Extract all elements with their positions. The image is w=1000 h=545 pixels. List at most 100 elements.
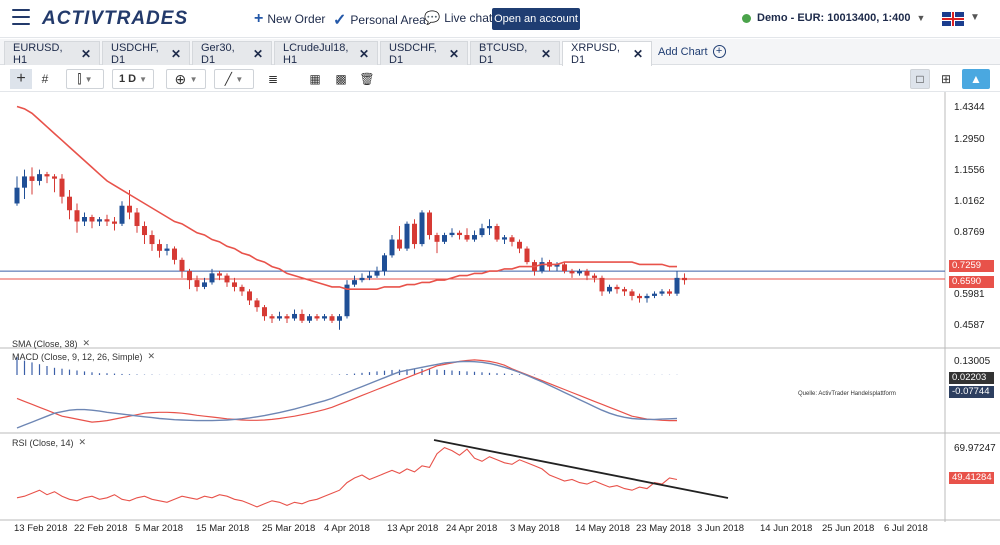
open-account-button[interactable]: Open an account [492, 8, 580, 30]
new-order-button[interactable]: + New Order [254, 10, 325, 28]
timeframe-label: 1 D [118, 73, 137, 85]
chart-area[interactable]: SMA (Close, 38) ✕ MACD (Close, 9, 12, 26,… [0, 92, 1000, 545]
live-chat-button[interactable]: 💬 Live chat [424, 10, 492, 26]
candle-body [89, 217, 95, 222]
tab-usdchf-d1-2[interactable]: USDCHF, D1 ✕ [380, 41, 468, 66]
close-icon[interactable]: ✕ [80, 46, 91, 61]
fibonacci-icon[interactable]: ≣ [267, 72, 279, 86]
candle-body [494, 226, 500, 240]
tab-ger30-d1[interactable]: Ger30, D1 ✕ [192, 41, 272, 66]
candle-body [277, 316, 282, 319]
tab-eurusd-h1[interactable]: EURUSD, H1 ✕ [4, 41, 100, 66]
candle-body [299, 313, 305, 321]
uk-flag-icon[interactable] [942, 12, 964, 26]
candle-body [479, 228, 485, 236]
candle-body [352, 280, 357, 285]
candle-body [82, 217, 87, 222]
candle-body [359, 277, 365, 281]
add-chart-button[interactable]: Add Chart + [658, 45, 726, 58]
macd-line [16, 359, 677, 423]
add-chart-label: Add Chart [658, 45, 708, 58]
candle-body [569, 271, 575, 274]
candle-body [149, 235, 155, 245]
chart-tabs: EURUSD, H1 ✕ USDCHF, D1 ✕ Ger30, D1 ✕ LCrud… [0, 39, 1000, 66]
grid-layout-icon[interactable]: ⊞ [940, 72, 952, 86]
candle-body [592, 275, 597, 278]
image-export-icon[interactable]: ▩ [335, 72, 347, 86]
x-tick-label: 14 May 2018 [575, 523, 630, 534]
indicators-dropdown[interactable]: ⊕ ▼ [166, 69, 206, 89]
x-tick-label: 13 Apr 2018 [387, 523, 439, 534]
sma-price-tag: 0.7259 [949, 260, 994, 272]
close-icon[interactable]: ✕ [632, 47, 643, 61]
last-price-tag: 0.6590 [949, 276, 994, 288]
candle-body [427, 212, 432, 236]
checkmark-icon: ✓ [333, 12, 347, 29]
personal-area-button[interactable]: ✓ Personal Area [333, 10, 426, 30]
candle-body [202, 282, 207, 287]
tab-usdchf-d1[interactable]: USDCHF, D1 ✕ [102, 41, 190, 66]
candle-body [142, 226, 147, 236]
single-layout-icon[interactable]: □ [910, 69, 930, 89]
candle-body [577, 271, 582, 274]
candle-body [337, 316, 342, 321]
chevron-down-icon: ▼ [189, 74, 198, 84]
close-icon[interactable]: ✕ [147, 351, 156, 361]
candle-body [344, 284, 350, 317]
rsi-trendline [433, 439, 729, 499]
candle-body [412, 223, 417, 245]
chevron-down-icon: ▼ [235, 74, 244, 84]
top-bar: ACTIVTRADES + New Order ✓ Personal Area … [0, 0, 1000, 38]
close-icon[interactable]: ✕ [170, 46, 181, 61]
close-icon[interactable]: ✕ [78, 437, 87, 447]
language-chevron-down-icon[interactable]: ▼ [970, 12, 980, 23]
chart-canvas[interactable] [0, 92, 1000, 545]
candle-body [614, 286, 620, 290]
price-tick: 1.0162 [954, 196, 985, 207]
candle-body [397, 239, 402, 249]
candle-body [292, 313, 297, 319]
candle-body [554, 264, 560, 267]
chart-type-dropdown[interactable]: ⫿ ▼ [66, 69, 104, 89]
candle-body [584, 271, 590, 276]
trash-icon[interactable]: 🗑 [359, 72, 375, 86]
candle-body [382, 255, 387, 272]
candle-body [442, 235, 447, 242]
candle-body [637, 295, 642, 299]
close-icon[interactable]: ✕ [448, 46, 459, 61]
compare-icon[interactable]: ▦ [309, 72, 321, 86]
tab-label: Ger30, D1 [201, 41, 235, 66]
source-note: Quelle: ActivTrader Handelsplattform [798, 391, 896, 397]
grid-icon[interactable]: # [41, 72, 49, 86]
candlestick-icon: ⫿ [77, 71, 82, 86]
candle-body [487, 226, 492, 229]
rsi-label-text: RSI (Close, 14) [12, 437, 74, 448]
candle-body [284, 316, 290, 319]
rsi-label: RSI (Close, 14) ✕ [12, 437, 86, 448]
close-icon[interactable]: ✕ [540, 46, 551, 61]
close-icon[interactable]: ✕ [358, 46, 369, 61]
tab-btcusd-d1[interactable]: BTCUSD, D1 ✕ [470, 41, 560, 66]
candle-body [622, 289, 627, 292]
candle-body [472, 235, 477, 240]
candle-body [44, 174, 50, 177]
crosshair-icon[interactable]: + [10, 69, 32, 89]
candle-body [172, 248, 177, 260]
macd-label: MACD (Close, 9, 12, 26, Simple) ✕ [12, 351, 155, 362]
candle-body [224, 275, 230, 283]
drawing-tools-dropdown[interactable]: ╱ ▼ [214, 69, 254, 89]
price-tick: 1.2950 [954, 134, 985, 145]
timeframe-dropdown[interactable]: 1 D ▼ [112, 69, 154, 89]
close-icon[interactable]: ✕ [82, 338, 91, 348]
candle-body [464, 235, 470, 240]
close-icon[interactable]: ✕ [252, 46, 263, 61]
tab-lcrude-h1[interactable]: LCrudeJul18, H1 ✕ [274, 41, 378, 66]
plus-icon: + [254, 10, 264, 27]
chart-image-icon[interactable]: ▲ [962, 69, 990, 89]
chat-bubble-icon: 💬 [424, 10, 441, 25]
account-selector[interactable]: Demo - EUR: 10013400, 1:400 ▼ [742, 12, 925, 24]
macd-label-text: MACD (Close, 9, 12, 26, Simple) [12, 351, 143, 362]
candle-body [404, 223, 410, 249]
tab-xrpusd-d1[interactable]: XRPUSD, D1 ✕ [562, 41, 652, 66]
menu-icon[interactable] [12, 9, 30, 25]
